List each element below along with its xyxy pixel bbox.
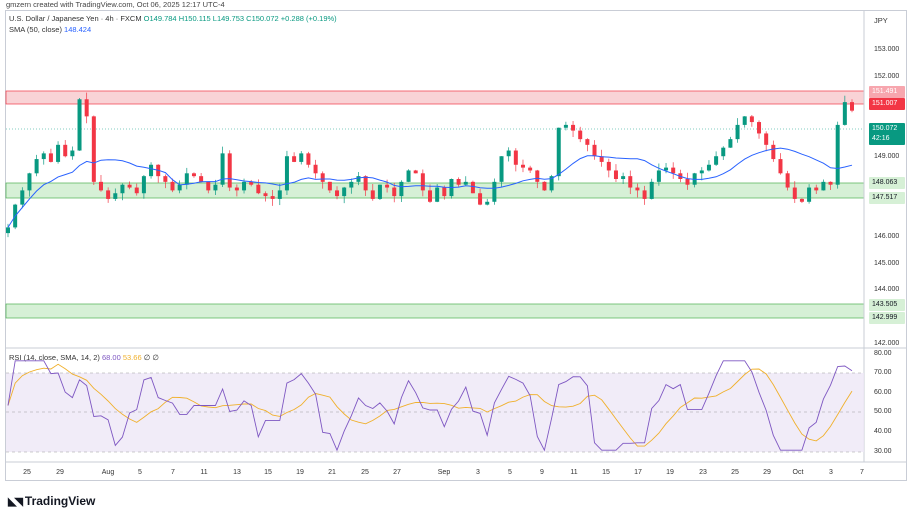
rsi-axis-label: 50.00 xyxy=(874,408,892,415)
time-axis-label: 25 xyxy=(731,469,739,476)
time-axis-label: 19 xyxy=(296,469,304,476)
time-axis-label: 21 xyxy=(328,469,336,476)
symbol-name: U.S. Dollar / Japanese Yen · 4h · FXCM xyxy=(9,14,142,23)
time-axis-label: 13 xyxy=(233,469,241,476)
low-value: L149.753 xyxy=(212,14,245,23)
time-axis-label: 5 xyxy=(138,469,142,476)
time-axis-label: 3 xyxy=(829,469,833,476)
change-value: +0.288 (+0.19%) xyxy=(280,14,337,23)
open-value: O149.784 xyxy=(143,14,177,23)
sma-value: 148.424 xyxy=(64,25,92,34)
symbol-legend[interactable]: U.S. Dollar / Japanese Yen · 4h · FXCM O… xyxy=(9,14,337,23)
tradingview-logo-icon: ◣◥ xyxy=(8,495,23,508)
time-axis-label: 7 xyxy=(171,469,175,476)
time-axis-label: 9 xyxy=(540,469,544,476)
rsi-extra-2: ∅ xyxy=(152,353,159,362)
time-axis-label: 25 xyxy=(361,469,369,476)
price-axis-label: 152.000 xyxy=(874,73,900,80)
time-axis-label: 19 xyxy=(666,469,674,476)
time-axis-label: 27 xyxy=(393,469,401,476)
price-axis-label: 145.000 xyxy=(874,260,900,267)
support-top-tag: 148.063 xyxy=(869,177,905,189)
time-axis-label: 25 xyxy=(23,469,31,476)
time-axis-label: 29 xyxy=(763,469,771,476)
high-value: H150.115 xyxy=(178,14,211,23)
time-axis-label: 29 xyxy=(56,469,64,476)
resistance-bottom-tag: 151.007 xyxy=(869,98,905,110)
resistance-top-tag: 151.491 xyxy=(869,86,905,98)
currency-label[interactable]: JPY xyxy=(874,16,888,25)
time-axis-label: 15 xyxy=(264,469,272,476)
lower-bottom-tag: 142.999 xyxy=(869,312,905,324)
price-axis-label: 153.000 xyxy=(874,46,900,53)
tradingview-brand: TradingView xyxy=(24,494,96,508)
time-axis-label: 11 xyxy=(570,469,578,476)
rsi-label: RSI (14, close, SMA, 14, 2) xyxy=(9,353,100,362)
time-axis-label: Oct xyxy=(792,469,804,476)
chart-frame xyxy=(5,10,907,481)
time-axis[interactable]: 25 29 Aug 5 7 11 13 15 19 21 25 27 Sep 3 5 9 11 15 17 19 23 2… xyxy=(0,469,912,479)
time-axis-label: 17 xyxy=(634,469,642,476)
rsi-axis-label: 70.00 xyxy=(874,369,892,376)
time-axis-label: Aug xyxy=(101,469,115,476)
time-axis-label: 11 xyxy=(200,469,208,476)
tradingview-logo[interactable]: ◣◥ TradingView xyxy=(8,494,95,508)
time-axis-label: 3 xyxy=(476,469,480,476)
last-price-tag: 150.072 xyxy=(869,123,905,135)
price-axis-label: 142.000 xyxy=(874,340,900,347)
time-axis-label: 15 xyxy=(602,469,610,476)
time-axis-label: 7 xyxy=(860,469,864,476)
chart-credit: gmzern created with TradingView.com, Oct… xyxy=(6,0,225,9)
time-axis-label: 5 xyxy=(508,469,512,476)
time-axis-label: Sep xyxy=(437,469,451,476)
sma-legend[interactable]: SMA (50, close) 148.424 xyxy=(9,25,91,34)
rsi-axis-label: 30.00 xyxy=(874,448,892,455)
price-axis-label: 146.000 xyxy=(874,233,900,240)
close-value: C150.072 xyxy=(246,14,279,23)
sma-label: SMA (50, close) xyxy=(9,25,62,34)
rsi-axis-label: 80.00 xyxy=(874,350,892,357)
rsi-value: 68.00 xyxy=(101,353,121,362)
support-bottom-tag: 147.517 xyxy=(869,192,905,204)
rsi-axis-label: 60.00 xyxy=(874,389,892,396)
rsi-axis-label: 40.00 xyxy=(874,428,892,435)
price-axis-label: 149.000 xyxy=(874,153,900,160)
rsi-legend[interactable]: RSI (14, close, SMA, 14, 2) 68.00 53.66 … xyxy=(9,353,159,362)
lower-top-tag: 143.505 xyxy=(869,299,905,311)
rsi-sma-value: 53.66 xyxy=(122,353,142,362)
time-axis-label: 23 xyxy=(699,469,707,476)
price-axis-label: 144.000 xyxy=(874,286,900,293)
countdown-tag: 42:16 xyxy=(869,133,905,145)
rsi-extra-1: ∅ xyxy=(143,353,151,362)
